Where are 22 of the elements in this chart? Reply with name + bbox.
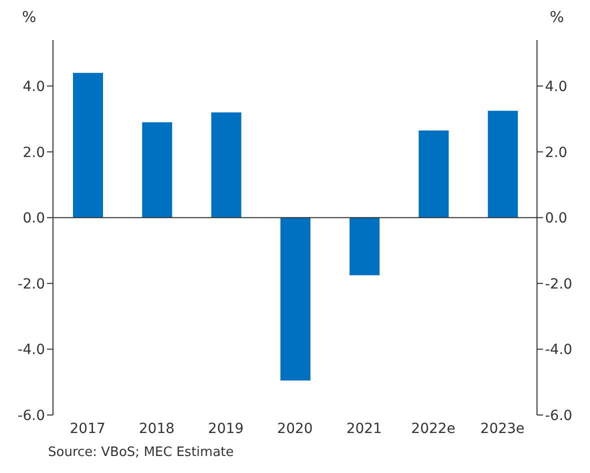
x-tick-label: 2017 [70,420,106,437]
y2-tick-label: 4.0 [545,79,568,96]
y2-axis-title: % [550,8,564,28]
y-tick-label: -6.0 [18,408,45,424]
y2-tick-label: -6.0 [545,408,572,424]
y2-tick-label: 2.0 [545,144,568,161]
source-note: Source: VBoS; MEC Estimate [48,445,235,460]
x-tick-label: 2019 [208,420,244,437]
y-tick-label: 4.0 [22,79,45,96]
y-tick-label: -4.0 [18,342,45,358]
y-tick-label: 2.0 [22,144,45,161]
x-tick-label: 2023e [480,420,525,437]
y-axis-title: % [22,8,36,28]
x-tick-label: 2020 [277,420,313,437]
x-tick-label: 2018 [138,420,175,437]
y2-tick-label: 0.0 [545,210,568,227]
y-tick-label: -2.0 [18,276,45,292]
y-tick-label: 0.0 [22,210,45,227]
y2-tick-label: -4.0 [545,342,572,358]
x-tick-label: 2022e [411,420,456,437]
x-tick-label: 2021 [346,420,382,437]
y2-tick-label: -2.0 [545,276,572,292]
